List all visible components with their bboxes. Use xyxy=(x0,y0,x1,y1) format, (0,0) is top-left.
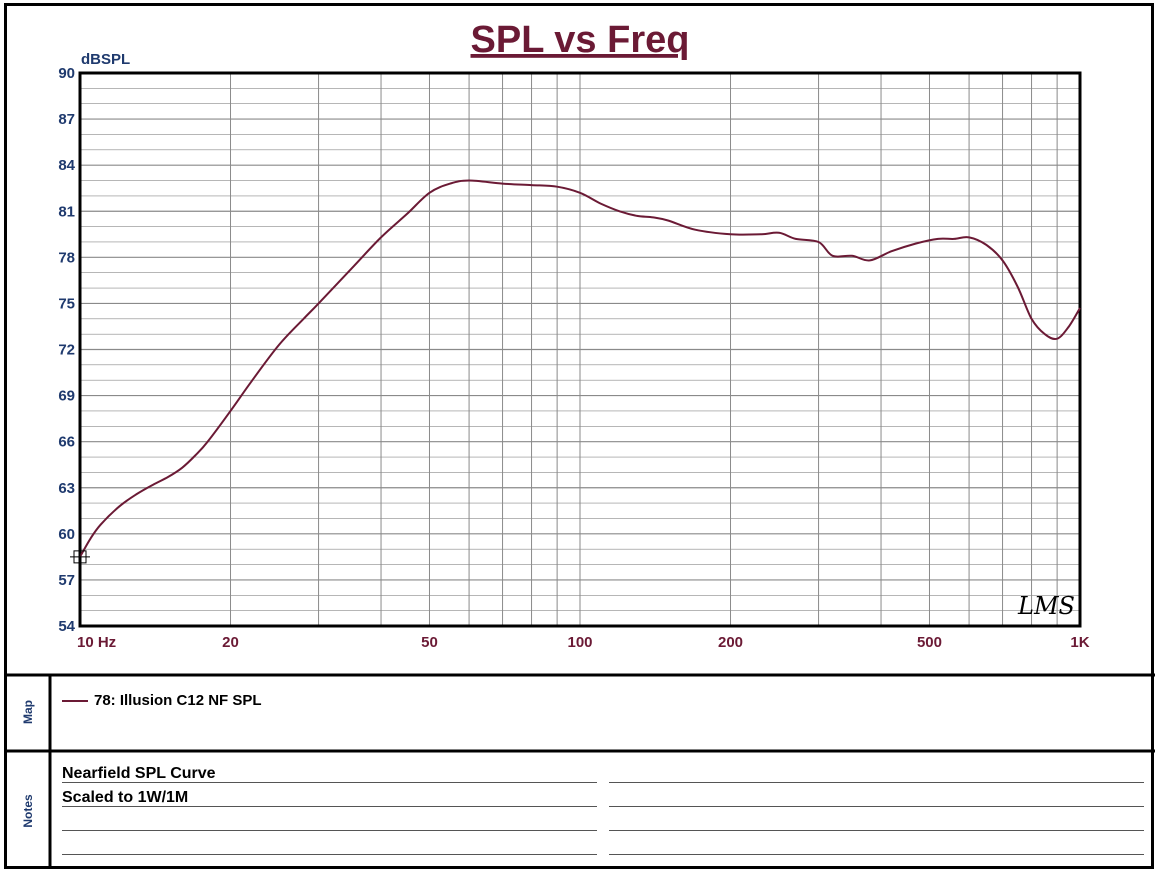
note-rule xyxy=(609,830,1144,831)
y-tick-label: 57 xyxy=(58,572,75,589)
note-rule xyxy=(609,854,1144,855)
y-tick-label: 66 xyxy=(58,434,75,451)
spl-curve-series xyxy=(79,179,1081,558)
x-tick-label: 20 xyxy=(222,634,239,651)
x-tick-label: 500 xyxy=(917,634,942,651)
y-tick-label: 78 xyxy=(58,249,75,266)
notes-panel-label: Notes xyxy=(21,794,35,828)
note-rule xyxy=(62,854,597,855)
chart-title: SPL vs Freq xyxy=(471,19,690,61)
x-tick-label: 200 xyxy=(718,634,743,651)
note-line-1: Nearfield SPL Curve xyxy=(62,765,216,782)
note-rule xyxy=(609,806,1144,807)
y-tick-label: 75 xyxy=(58,295,75,312)
grid xyxy=(80,72,1080,627)
note-rule xyxy=(62,806,597,807)
cursor-marker[interactable] xyxy=(70,546,90,567)
y-tick-label: 72 xyxy=(58,342,75,359)
y-axis-label: dBSPL xyxy=(81,51,130,68)
y-tick-label: 63 xyxy=(58,480,75,497)
plot-area-border xyxy=(78,71,1082,628)
y-tick-label: 69 xyxy=(58,388,75,405)
x-tick-label: 50 xyxy=(421,634,438,651)
x-tick-label: 1K xyxy=(1070,634,1089,651)
chart-frame xyxy=(4,3,1154,869)
legend-entry-label: 78: Illusion C12 NF SPL xyxy=(94,692,262,709)
map-panel-label: Map xyxy=(21,700,35,724)
x-tick-label: 100 xyxy=(567,634,592,651)
y-axis-ticks: 54 57 60 63 66 69 72 75 78 81 84 87 90 xyxy=(58,65,75,635)
y-tick-label: 60 xyxy=(58,526,75,543)
note-rule xyxy=(62,782,597,783)
y-tick-label: 81 xyxy=(58,203,75,220)
y-tick-label: 54 xyxy=(58,618,75,635)
x-axis-ticks: 10 Hz 20 50 100 200 500 1K xyxy=(77,634,1090,651)
note-line-2: Scaled to 1W/1M xyxy=(62,789,189,806)
y-tick-label: 90 xyxy=(58,65,75,82)
y-tick-label: 87 xyxy=(58,111,75,128)
x-tick-label: 10 Hz xyxy=(77,634,116,651)
map-legend-entry[interactable]: 78: Illusion C12 NF SPL xyxy=(62,692,262,709)
legend-swatch xyxy=(62,699,88,702)
note-rule xyxy=(609,782,1144,783)
note-rule xyxy=(62,830,597,831)
lms-logo: LMS xyxy=(1017,592,1075,620)
y-tick-label: 84 xyxy=(58,157,75,174)
